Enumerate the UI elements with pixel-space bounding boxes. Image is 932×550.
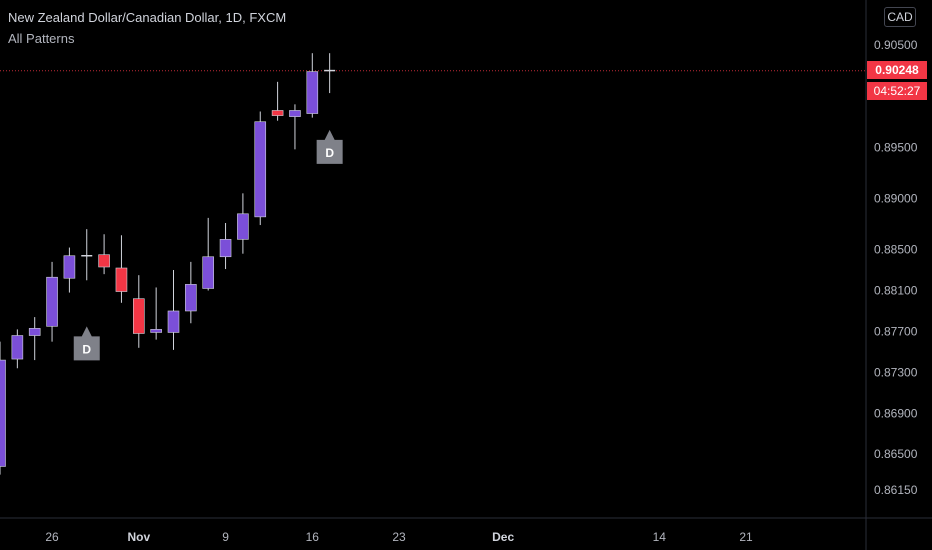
time-axis-tick-label: 14 xyxy=(653,530,667,544)
time-axis-tick-label: Nov xyxy=(127,530,150,544)
price-axis-tick-label: 0.88100 xyxy=(874,284,918,298)
candle-down xyxy=(133,298,145,334)
last-price-tag: 0.90248 xyxy=(867,61,927,79)
candle-up xyxy=(11,335,24,360)
time-axis-tick-label: 16 xyxy=(306,530,320,544)
candle-up xyxy=(254,121,267,218)
price-axis-tick-label: 0.90500 xyxy=(874,38,918,52)
candle-up xyxy=(0,359,6,467)
price-axis-tick-label: 0.89000 xyxy=(874,191,918,205)
candle-down xyxy=(115,267,128,292)
time-axis-tick-label: 9 xyxy=(222,530,229,544)
candle-up xyxy=(167,310,180,333)
time-axis-tick-label: Dec xyxy=(492,530,514,544)
pattern-marker-badge[interactable] xyxy=(316,129,343,164)
price-axis-tick-label: 0.89500 xyxy=(874,140,918,154)
price-axis-tick-label: 0.86900 xyxy=(874,406,918,420)
candle-down xyxy=(271,110,284,116)
time-axis-tick-label: 21 xyxy=(739,530,753,544)
candle-up xyxy=(46,276,58,327)
candle-up xyxy=(202,256,214,289)
pattern-marker-label: D xyxy=(325,146,334,160)
candle-up xyxy=(219,239,232,258)
symbol-title[interactable]: New Zealand Dollar/Canadian Dollar, 1D, … xyxy=(8,10,287,25)
price-axis-tick-label: 0.87700 xyxy=(874,324,918,338)
time-axis-tick-label: 26 xyxy=(45,530,59,544)
candle-up xyxy=(306,71,319,114)
price-axis-tick-label: 0.87300 xyxy=(874,365,918,379)
candle-down xyxy=(98,254,110,268)
indicator-label[interactable]: All Patterns xyxy=(8,31,75,46)
bar-countdown-tag: 04:52:27 xyxy=(867,82,927,100)
candle-up xyxy=(237,213,249,240)
candle-up xyxy=(63,255,76,279)
candle-up xyxy=(185,284,197,312)
candle-up xyxy=(28,328,41,336)
currency-button[interactable]: CAD xyxy=(884,7,916,27)
time-axis-tick-label: 23 xyxy=(392,530,406,544)
pattern-marker-badge[interactable] xyxy=(73,326,100,361)
pattern-marker-label: D xyxy=(82,342,91,356)
candle-up xyxy=(289,110,301,117)
price-axis-tick-label: 0.86150 xyxy=(874,483,918,497)
candle-up xyxy=(150,329,162,333)
price-axis-tick-label: 0.88500 xyxy=(874,243,918,257)
price-axis-tick-label: 0.86500 xyxy=(874,447,918,461)
